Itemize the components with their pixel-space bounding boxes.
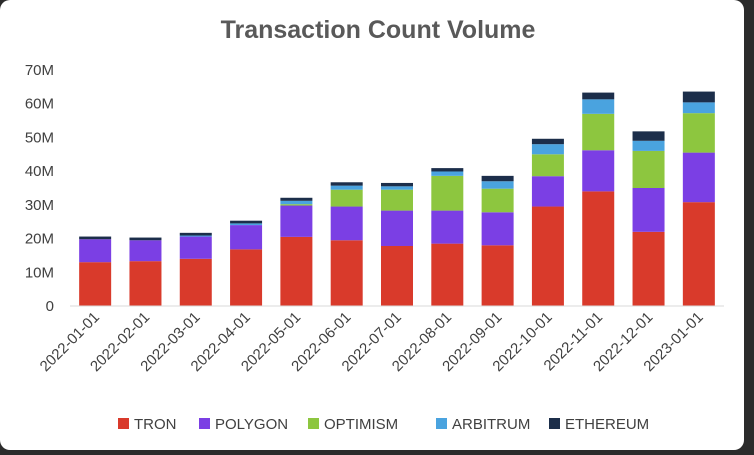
bar-segment-ethereum bbox=[129, 237, 162, 241]
y-tick-label: 20M bbox=[25, 231, 54, 248]
bar-segment-arbitrum bbox=[280, 200, 313, 205]
y-tick-label: 0 bbox=[46, 298, 54, 315]
bar-segment-polygon bbox=[79, 239, 112, 263]
bar-segment-tron bbox=[481, 245, 514, 306]
bar-segment-polygon bbox=[330, 206, 363, 241]
bar-segment-tron bbox=[330, 240, 363, 306]
bar-segment-arbitrum bbox=[431, 171, 464, 176]
legend-swatch-arbitrum bbox=[436, 418, 447, 429]
bar-segment-ethereum bbox=[682, 91, 715, 103]
chart-card: Transaction Count Volume 0 10M 20M 30M 40M 50… bbox=[0, 0, 744, 450]
x-axis: 2022-01-012022-02-012022-03-012022-04-01… bbox=[37, 305, 724, 375]
bar-segment-optimism bbox=[531, 154, 564, 177]
bar-segment-polygon bbox=[381, 210, 413, 246]
y-tick-label: 50M bbox=[25, 129, 54, 146]
bar-segment-polygon bbox=[129, 240, 162, 262]
bar-segment-tron bbox=[381, 245, 413, 306]
bar-segment-tron bbox=[431, 243, 464, 306]
legend: TRON POLYGON OPTIMISM ARBITRUM ETHEREUM bbox=[118, 416, 649, 433]
bar-segment-tron bbox=[682, 202, 715, 306]
bar-segment-polygon bbox=[531, 176, 564, 207]
bar-segment-ethereum bbox=[330, 182, 363, 186]
bar-segment-arbitrum bbox=[330, 185, 363, 190]
legend-swatch-optimism bbox=[308, 418, 319, 429]
bar-segment-tron bbox=[129, 261, 162, 306]
y-tick-label: 10M bbox=[25, 264, 54, 281]
bar-segment-arbitrum bbox=[381, 186, 413, 190]
bar-segment-tron bbox=[179, 258, 212, 306]
y-tick-label: 60M bbox=[25, 96, 54, 113]
bar-segment-tron bbox=[79, 262, 112, 306]
chart-title: Transaction Count Volume bbox=[221, 16, 536, 44]
legend-label-polygon: POLYGON bbox=[215, 416, 288, 433]
bars bbox=[79, 91, 715, 306]
bar-segment-arbitrum bbox=[582, 99, 615, 114]
bar-segment-polygon bbox=[179, 236, 212, 259]
bar-segment-optimism bbox=[280, 204, 313, 206]
bar-segment-arbitrum bbox=[481, 181, 514, 189]
legend-swatch-tron bbox=[118, 418, 129, 429]
y-tick-label: 40M bbox=[25, 163, 54, 180]
bar-segment-polygon bbox=[431, 210, 464, 244]
bar-segment-ethereum bbox=[632, 131, 665, 141]
legend-label-tron: TRON bbox=[134, 416, 177, 433]
bar-segment-ethereum bbox=[381, 182, 413, 187]
bar-segment-polygon bbox=[481, 212, 514, 246]
legend-swatch-polygon bbox=[199, 418, 210, 429]
legend-label-arbitrum: ARBITRUM bbox=[452, 416, 530, 433]
bar-segment-arbitrum bbox=[179, 235, 212, 237]
bar-segment-ethereum bbox=[280, 197, 313, 201]
bar-segment-ethereum bbox=[431, 168, 464, 172]
bar-segment-tron bbox=[230, 249, 263, 306]
bar-segment-tron bbox=[582, 191, 615, 306]
y-tick-label: 30M bbox=[25, 197, 54, 214]
bar-segment-optimism bbox=[682, 113, 715, 153]
bar-segment-arbitrum bbox=[682, 102, 715, 114]
bar-segment-polygon bbox=[632, 188, 665, 232]
bar-segment-arbitrum bbox=[531, 144, 564, 155]
legend-swatch-ethereum bbox=[549, 418, 560, 429]
bar-segment-optimism bbox=[582, 113, 615, 151]
legend-label-ethereum: ETHEREUM bbox=[565, 416, 649, 433]
bar-segment-polygon bbox=[280, 205, 313, 237]
stacked-bar-chart: Transaction Count Volume 0 10M 20M 30M 40M 50… bbox=[25, 16, 724, 433]
bar-segment-ethereum bbox=[582, 92, 615, 100]
bar-segment-ethereum bbox=[481, 175, 514, 182]
bar-segment-optimism bbox=[481, 188, 514, 213]
bar-segment-optimism bbox=[632, 150, 665, 188]
bar-segment-polygon bbox=[582, 150, 615, 192]
bar-segment-tron bbox=[531, 206, 564, 306]
bar-segment-ethereum bbox=[179, 232, 212, 236]
y-tick-label: 70M bbox=[25, 62, 54, 79]
bar-segment-polygon bbox=[682, 152, 715, 203]
bar-segment-ethereum bbox=[79, 236, 112, 240]
bar-segment-tron bbox=[280, 236, 313, 306]
bar-segment-tron bbox=[632, 231, 665, 306]
bar-segment-arbitrum bbox=[230, 223, 263, 226]
bar-segment-ethereum bbox=[531, 138, 564, 145]
bar-segment-optimism bbox=[330, 189, 363, 207]
bar-segment-optimism bbox=[381, 189, 413, 211]
legend-label-optimism: OPTIMISM bbox=[324, 416, 398, 433]
bar-segment-polygon bbox=[230, 225, 263, 250]
bar-segment-optimism bbox=[431, 175, 464, 211]
bar-segment-arbitrum bbox=[632, 140, 665, 151]
bar-segment-ethereum bbox=[230, 220, 263, 224]
y-axis: 0 10M 20M 30M 40M 50M 60M 70M bbox=[25, 62, 54, 315]
